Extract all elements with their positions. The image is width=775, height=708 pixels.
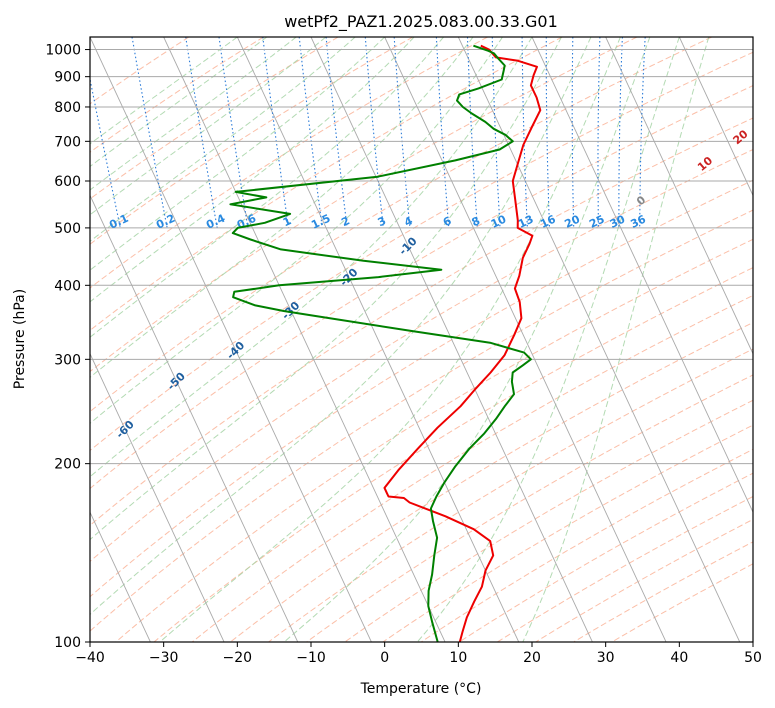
dry-adiabat-line xyxy=(115,238,753,642)
y-axis: 100 200 300 400 500 600 700 800 900 1000 xyxy=(45,43,90,651)
x-tick-label: 50 xyxy=(744,650,762,666)
dewpoint-profile-line xyxy=(229,44,532,642)
moist-adiabat-line xyxy=(90,37,415,303)
moist-adiabat-line xyxy=(522,37,710,642)
moist-adiabat-line xyxy=(283,37,651,642)
x-tick-label: 30 xyxy=(597,650,615,666)
isotherm-line xyxy=(384,37,667,642)
y-tick-label: 300 xyxy=(54,352,81,368)
isotherm-line xyxy=(310,37,593,642)
dry-adiabat-line xyxy=(90,209,753,632)
mixing-ratio-line xyxy=(218,37,249,228)
x-axis: −40 −30 −20 −10 0 10 20 30 40 50 xyxy=(75,642,762,666)
moist-adiabat-line xyxy=(90,37,386,271)
mixing-ratio-label: 25 xyxy=(587,213,606,231)
y-tick-label: 1000 xyxy=(45,43,81,59)
isotherm-line xyxy=(90,37,372,642)
dry-adiabat-line xyxy=(306,374,753,642)
chart-title: wetPf2_PAZ1.2025.083.00.33.G01 xyxy=(284,12,558,32)
mixing-ratio-line xyxy=(325,37,348,228)
mixing-ratio-label: 30 xyxy=(608,212,628,230)
x-tick-label: −10 xyxy=(296,650,326,666)
x-tick-label: 10 xyxy=(449,650,467,666)
y-tick-label: 900 xyxy=(54,70,81,86)
y-axis-label: Pressure (hPa) xyxy=(12,289,28,389)
mixing-ratio-label: 10 xyxy=(489,212,509,230)
isotherm-line xyxy=(457,37,741,642)
y-tick-label: 600 xyxy=(54,174,81,190)
mixing-ratio-label: 13 xyxy=(516,213,535,231)
x-tick-label: 40 xyxy=(670,650,688,666)
y-tick-label: 800 xyxy=(54,100,81,116)
isotherm-line xyxy=(90,511,151,642)
x-tick-label: 20 xyxy=(523,650,541,666)
mixing-ratio-label: 20 xyxy=(563,212,583,230)
isotherm-line xyxy=(90,352,225,642)
dry-adiabat-line xyxy=(90,37,264,153)
isotherm-line xyxy=(531,37,753,514)
moist-adiabat-line xyxy=(159,37,621,642)
isotherm-line xyxy=(678,37,753,197)
y-tick-label: 500 xyxy=(54,221,81,237)
dry-adiabat-line xyxy=(90,37,563,331)
y-tick-label: 100 xyxy=(54,635,81,651)
mixing-ratio-label: 16 xyxy=(538,212,558,230)
isotherm-line xyxy=(236,37,520,642)
mixing-ratio-line xyxy=(90,76,121,229)
x-tick-label: −30 xyxy=(149,650,179,666)
moist-adiabat-line xyxy=(90,37,444,338)
mixing-ratio-line xyxy=(298,37,323,228)
y-tick-label: 400 xyxy=(54,278,81,294)
dry-adiabat-line xyxy=(497,495,753,642)
isotherm-line xyxy=(605,37,753,355)
isotherm-line xyxy=(90,194,299,642)
pressure-gridlines xyxy=(90,49,753,465)
moist-adiabat-line xyxy=(90,37,592,616)
dry-adiabat-line xyxy=(344,399,753,642)
dry-adiabat-line xyxy=(153,267,753,642)
dry-adiabat-line xyxy=(459,472,753,642)
dry-adiabat-line xyxy=(90,37,339,200)
x-axis-label: Temperature (°C) xyxy=(360,681,482,697)
moist-adiabat-line xyxy=(416,37,680,642)
dry-adiabat-line xyxy=(191,294,753,642)
y-tick-label: 700 xyxy=(54,134,81,150)
x-tick-label: 0 xyxy=(380,650,389,666)
mixing-ratio-line xyxy=(131,37,168,229)
dry-adiabat-line xyxy=(90,51,753,452)
mixing-ratio-label: 36 xyxy=(629,212,649,230)
dry-adiabat-line xyxy=(90,37,712,413)
moist-adiabat-line xyxy=(90,37,268,168)
moist-adiabat-line xyxy=(90,37,562,541)
dry-adiabat-line xyxy=(90,85,753,490)
dry-adiabat-line xyxy=(90,37,638,373)
moist-adiabat-line xyxy=(90,37,474,378)
moist-adiabat-line xyxy=(90,37,356,242)
plot-frame xyxy=(89,36,754,643)
dry-adiabat-line xyxy=(90,117,753,527)
isotherm-line xyxy=(163,37,446,642)
moist-adiabat-line xyxy=(90,37,327,216)
temperature-profile-line xyxy=(383,44,542,642)
mixing-ratio-line xyxy=(262,37,290,228)
x-tick-label: −40 xyxy=(75,650,105,666)
moist-adiabat-line xyxy=(90,37,533,478)
x-tick-label: −20 xyxy=(223,650,253,666)
profile-lines xyxy=(229,44,542,642)
mixing-ratio-line xyxy=(185,37,218,228)
y-tick-label: 200 xyxy=(54,457,81,473)
